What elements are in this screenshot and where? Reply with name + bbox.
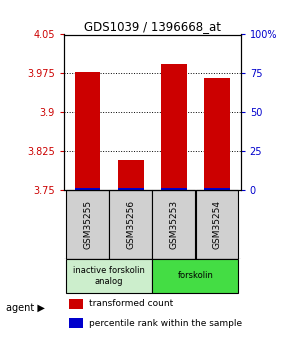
Text: percentile rank within the sample: percentile rank within the sample: [88, 318, 242, 327]
Text: GSM35253: GSM35253: [169, 200, 178, 249]
FancyBboxPatch shape: [109, 190, 152, 259]
Bar: [118, 160, 144, 190]
Text: agent ▶: agent ▶: [6, 303, 45, 313]
Text: GSM35256: GSM35256: [126, 200, 135, 249]
FancyBboxPatch shape: [153, 259, 238, 293]
Text: transformed count: transformed count: [88, 299, 173, 308]
Text: GSM35254: GSM35254: [213, 200, 222, 249]
Text: inactive forskolin
analog: inactive forskolin analog: [73, 266, 145, 286]
Text: GSM35255: GSM35255: [83, 200, 92, 249]
Bar: [161, 188, 187, 190]
Bar: [75, 72, 100, 190]
Bar: [118, 188, 144, 190]
Bar: [161, 64, 187, 190]
Title: GDS1039 / 1396668_at: GDS1039 / 1396668_at: [84, 20, 221, 33]
Bar: [204, 78, 230, 190]
Text: forskolin: forskolin: [177, 272, 213, 280]
FancyBboxPatch shape: [196, 190, 238, 259]
Bar: [204, 188, 230, 190]
Bar: [69, 318, 83, 328]
FancyBboxPatch shape: [66, 259, 152, 293]
Bar: [69, 299, 83, 309]
Bar: [75, 188, 100, 190]
FancyBboxPatch shape: [66, 190, 109, 259]
FancyBboxPatch shape: [153, 190, 195, 259]
